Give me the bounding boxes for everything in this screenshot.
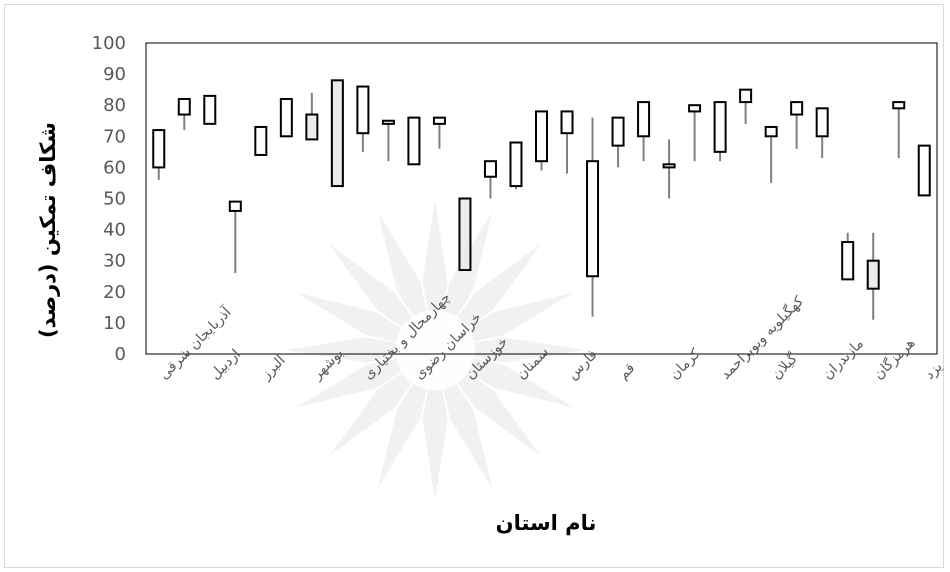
- candle-box: [866, 259, 880, 290]
- y-tick-label: 80: [103, 95, 126, 116]
- candle-box: [305, 113, 319, 141]
- candle-box: [152, 129, 166, 169]
- y-tick-label: 90: [103, 64, 126, 85]
- y-tick-label: 40: [103, 220, 126, 241]
- x-tick-label: هرمزگان: [870, 334, 918, 382]
- series-boxes: [152, 79, 931, 290]
- x-tick-label: یزد: [922, 359, 945, 383]
- candle-box: [892, 101, 906, 110]
- y-tick-label: 0: [115, 344, 126, 365]
- candle-box: [637, 101, 651, 138]
- candle-box: [356, 85, 370, 135]
- candle-box: [279, 97, 293, 138]
- candle-box: [713, 101, 727, 153]
- y-axis-title: شکاف تمکین (درصد): [36, 122, 60, 338]
- candle-box: [330, 79, 344, 188]
- watermark-rosette-logo: [285, 200, 585, 500]
- candle-box: [483, 160, 497, 178]
- y-tick-label: 30: [103, 251, 126, 272]
- candle-box: [203, 94, 217, 125]
- candle-box: [560, 110, 574, 135]
- candle-box: [739, 88, 753, 104]
- watermark-center: [395, 310, 475, 390]
- chart-frame: 0 10 20 30 40 50 60 70 80 90 100 آذربایجان شرقی ارد…: [4, 4, 945, 568]
- x-tick-label: کرمان: [667, 346, 704, 383]
- candle-box: [764, 125, 778, 138]
- y-tick-label: 100: [92, 33, 126, 54]
- candle-box: [177, 97, 191, 116]
- y-tick-label: 20: [103, 282, 126, 303]
- candle-box: [586, 160, 600, 278]
- x-tick-label: گیلان: [768, 350, 801, 383]
- candle-box: [381, 119, 395, 125]
- candle-box: [815, 107, 829, 138]
- plot-area-border: [145, 42, 938, 355]
- candle-box: [509, 141, 523, 188]
- candle-box: [407, 116, 421, 166]
- candle-box: [611, 116, 625, 147]
- x-tick-label: اردبیل: [207, 346, 243, 382]
- y-tick-label: 10: [103, 313, 126, 334]
- candle-box: [228, 200, 242, 212]
- candle-box: [662, 163, 676, 169]
- x-axis-title: نام استان: [496, 511, 597, 535]
- candle-box: [917, 144, 931, 197]
- candle-box: [535, 110, 548, 163]
- x-tick-label: البرز: [258, 353, 289, 384]
- x-tick-label: مازندران: [820, 336, 867, 383]
- candle-box: [688, 104, 702, 113]
- y-tick-label: 60: [103, 157, 126, 178]
- y-axis-ticks: 0 10 20 30 40 50 60 70 80 90 100: [92, 33, 126, 365]
- candle-box: [254, 125, 268, 156]
- candle-box: [841, 241, 855, 281]
- y-tick-label: 50: [103, 189, 126, 210]
- candle-box: [432, 116, 446, 125]
- candle-box: [458, 197, 472, 272]
- candle-box: [790, 101, 804, 116]
- y-tick-label: 70: [103, 126, 126, 147]
- x-tick-label: کهگیلویه وبویراحمد: [717, 293, 807, 383]
- x-tick-label: قم: [616, 360, 639, 383]
